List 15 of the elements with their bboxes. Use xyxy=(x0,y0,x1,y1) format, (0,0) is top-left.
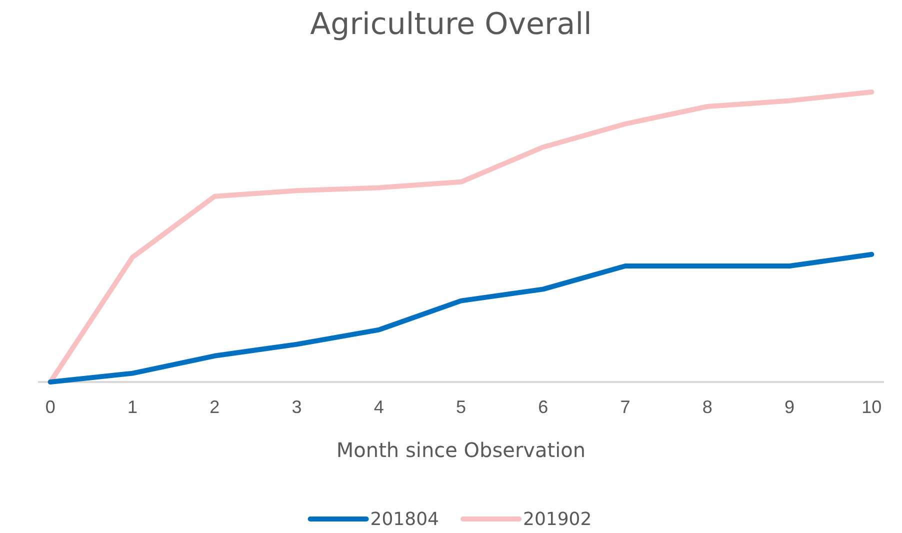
x-tick-label: 4 xyxy=(374,396,384,417)
x-tick-label: 0 xyxy=(45,396,56,417)
x-tick-label: 10 xyxy=(862,396,882,417)
x-tick-label: 6 xyxy=(538,396,548,417)
legend-label: 201804 xyxy=(370,509,439,530)
x-tick-label: 7 xyxy=(620,396,630,417)
legend-label: 201902 xyxy=(523,509,592,530)
chart-title: Agriculture Overall xyxy=(310,7,592,42)
x-tick-label: 9 xyxy=(784,396,795,417)
x-tick-label: 5 xyxy=(456,396,466,417)
x-tick-label: 1 xyxy=(127,396,138,417)
x-tick-label: 2 xyxy=(210,396,220,417)
x-tick-label: 8 xyxy=(702,396,712,417)
x-axis-title: Month since Observation xyxy=(336,438,586,462)
x-tick-label: 3 xyxy=(292,396,302,417)
